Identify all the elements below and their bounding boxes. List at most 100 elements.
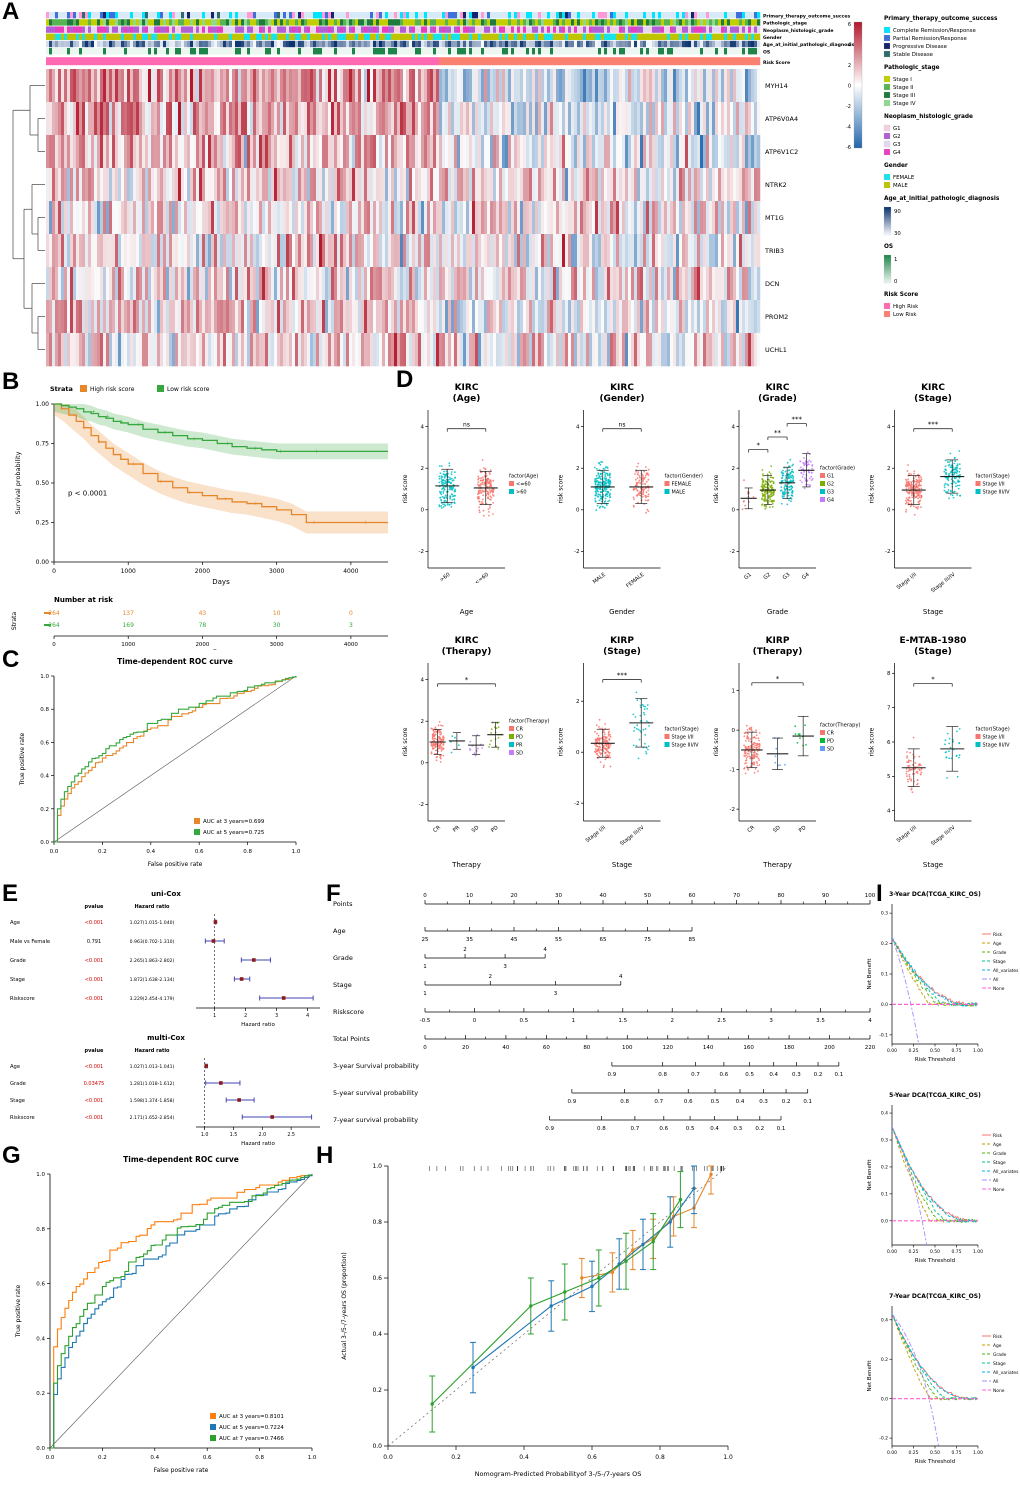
svg-text:0: 0 xyxy=(894,279,898,285)
svg-text:Age: Age xyxy=(460,608,474,616)
svg-text:MALE: MALE xyxy=(672,490,686,496)
svg-text:0: 0 xyxy=(421,508,425,514)
svg-text:90: 90 xyxy=(894,209,901,215)
svg-text:169: 169 xyxy=(122,622,134,629)
svg-text:4: 4 xyxy=(848,43,851,49)
svg-text:ns: ns xyxy=(463,422,470,429)
svg-text:MYH14: MYH14 xyxy=(765,82,788,90)
svg-text:DCN: DCN xyxy=(765,280,780,288)
svg-text:2: 2 xyxy=(732,466,736,472)
svg-text:+: + xyxy=(312,520,316,526)
svg-text:30: 30 xyxy=(273,622,281,629)
svg-text:G1: G1 xyxy=(893,126,901,132)
svg-text:Stage III: Stage III xyxy=(893,93,915,99)
svg-text:2000: 2000 xyxy=(195,568,210,575)
svg-text:137: 137 xyxy=(122,610,134,617)
svg-text:1000: 1000 xyxy=(121,642,135,648)
svg-text:(Grade): (Grade) xyxy=(758,394,797,404)
svg-text:NTRK2: NTRK2 xyxy=(765,181,787,189)
svg-text:KIRC: KIRC xyxy=(766,383,790,393)
svg-text:Complete Remission/Response: Complete Remission/Response xyxy=(893,28,976,34)
svg-text:+: + xyxy=(314,449,318,455)
heatmap-svg: Primary_therapy_outcome_succes Pathologic… xyxy=(0,6,1020,372)
svg-text:Primary_therapy_outcome_succes: Primary_therapy_outcome_succes xyxy=(763,13,850,19)
svg-text:PROM2: PROM2 xyxy=(765,313,788,321)
svg-text:factor(Age): factor(Age) xyxy=(509,474,538,480)
svg-text:0.00: 0.00 xyxy=(36,559,50,566)
svg-text:Neoplasm_histologic_grade: Neoplasm_histologic_grade xyxy=(763,28,834,34)
roc-svg: Time-dependent ROC curve0.00.00.20.20.40… xyxy=(6,1150,326,1490)
svg-text:+: + xyxy=(226,441,230,447)
svg-text:3000: 3000 xyxy=(270,642,284,648)
svg-text:4: 4 xyxy=(576,424,580,430)
svg-text:Low risk score: Low risk score xyxy=(167,386,210,393)
svg-text:OS: OS xyxy=(884,244,893,250)
svg-text:FEMALE: FEMALE xyxy=(625,571,646,589)
svg-text:10: 10 xyxy=(273,610,281,617)
svg-text:43: 43 xyxy=(199,610,207,617)
svg-text:p < 0.0001: p < 0.0001 xyxy=(68,490,107,498)
svg-text:MALE: MALE xyxy=(592,571,608,585)
svg-text:2: 2 xyxy=(848,63,851,69)
svg-text:Survival probability: Survival probability xyxy=(14,451,22,514)
svg-text:0.0: 0.0 xyxy=(50,849,59,855)
svg-text:Stable Disease: Stable Disease xyxy=(893,52,934,58)
svg-text:+: + xyxy=(97,440,101,446)
svg-text:High risk score: High risk score xyxy=(90,386,135,393)
svg-text:2000: 2000 xyxy=(195,642,209,648)
svg-text:+: + xyxy=(106,414,110,420)
svg-text:Age_at_initial_pathologic_diag: Age_at_initial_pathologic_diagnosis xyxy=(884,196,1000,202)
svg-text:+: + xyxy=(192,436,196,442)
svg-text:+: + xyxy=(254,501,258,507)
svg-text:Stage II: Stage II xyxy=(893,85,914,91)
svg-text:Partial Remission/Response: Partial Remission/Response xyxy=(893,36,967,42)
svg-text:Progressive Disease: Progressive Disease xyxy=(893,44,948,50)
svg-text:30: 30 xyxy=(894,231,901,237)
svg-text:MALE: MALE xyxy=(893,183,908,189)
svg-text:6: 6 xyxy=(848,22,851,28)
svg-text:G3: G3 xyxy=(893,142,901,148)
svg-text:Pathologic_stage: Pathologic_stage xyxy=(884,65,940,71)
svg-text:2: 2 xyxy=(576,466,580,472)
svg-text:-4: -4 xyxy=(846,125,851,131)
svg-text:AUC at 3 years=0.699: AUC at 3 years=0.699 xyxy=(203,819,265,825)
svg-text:(Gender): (Gender) xyxy=(599,394,644,404)
svg-text:78: 78 xyxy=(199,622,207,629)
svg-text:-6: -6 xyxy=(846,145,851,151)
svg-text:-2: -2 xyxy=(419,549,424,555)
svg-text:Gender: Gender xyxy=(609,608,635,616)
svg-text:0.50: 0.50 xyxy=(36,480,50,487)
svg-text:+: + xyxy=(136,422,140,428)
svg-text:4000: 4000 xyxy=(343,568,358,575)
svg-text:+: + xyxy=(188,490,192,496)
svg-text:G2: G2 xyxy=(893,134,901,140)
panel-a-heatmap: Primary_therapy_outcome_succes Pathologic… xyxy=(0,6,1020,376)
svg-text:ns: ns xyxy=(619,422,626,429)
svg-text:0: 0 xyxy=(732,508,736,514)
svg-text:ATP6V0A4: ATP6V0A4 xyxy=(765,115,798,123)
svg-text:0.2: 0.2 xyxy=(40,807,49,813)
svg-text:Stage I: Stage I xyxy=(893,77,912,83)
svg-text:risk score: risk score xyxy=(713,474,720,503)
svg-text:risk score: risk score xyxy=(558,474,565,503)
svg-text:Strata: Strata xyxy=(11,612,18,631)
svg-text:+: + xyxy=(159,479,163,485)
svg-text:0.6: 0.6 xyxy=(40,740,49,746)
svg-text:-2: -2 xyxy=(730,549,735,555)
svg-text:risk score: risk score xyxy=(402,474,409,503)
svg-text:0.0: 0.0 xyxy=(40,840,49,846)
svg-text:+: + xyxy=(119,419,123,425)
svg-text:High Risk: High Risk xyxy=(893,304,919,310)
svg-text:1.0: 1.0 xyxy=(292,849,301,855)
dca-svg: 3-Year DCA(TCGA_KIRC_OS)-0.10.00.10.20.3… xyxy=(862,886,1020,1490)
